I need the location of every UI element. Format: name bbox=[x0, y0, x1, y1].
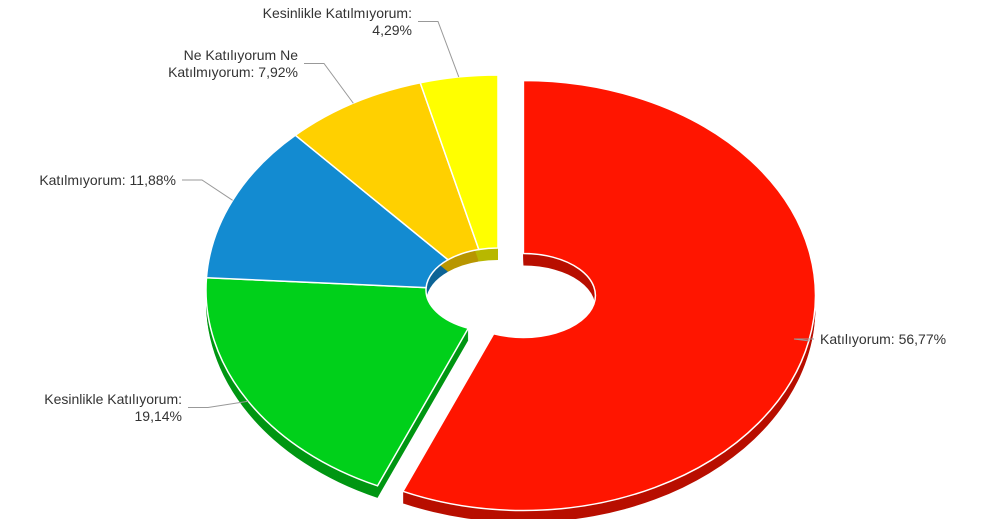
slice-label: Kesinlikle Katılmıyorum: 4,29% bbox=[263, 5, 412, 38]
slice-label-line: Kesinlikle Katılıyorum: bbox=[44, 391, 182, 407]
pie-slice-katılıyorum[interactable] bbox=[401, 79, 817, 512]
pie-slice-kesinlikle-katılmıyorum[interactable] bbox=[419, 74, 499, 251]
pie-slice-kesinlikle-katılıyorum[interactable] bbox=[205, 276, 470, 487]
slice-label-line: Katılmıyorum: 7,92% bbox=[168, 64, 298, 80]
slice-label-line: 19,14% bbox=[135, 408, 182, 424]
label-layer: Katılıyorum: 56,77% Kesinlikle Katılıyoru… bbox=[39, 5, 946, 424]
leader-line bbox=[304, 63, 354, 104]
slice-label-line: Kesinlikle Katılmıyorum: bbox=[263, 5, 412, 21]
slice-label: Katılmıyorum: 11,88% bbox=[39, 172, 176, 188]
slice-label: Kesinlikle Katılıyorum: 19,14% bbox=[44, 391, 182, 424]
slice-label: Katılıyorum: 56,77% bbox=[820, 331, 946, 347]
leader-line bbox=[418, 21, 460, 78]
slice-label-line: 4,29% bbox=[372, 22, 412, 38]
slice-label: Ne Katılıyorum Ne Katılmıyorum: 7,92% bbox=[168, 47, 298, 80]
pie-slice-ne-katılıyorum-ne-katılmıyorum[interactable] bbox=[294, 81, 480, 261]
slice-label-line: Katılmıyorum: 11,88% bbox=[39, 172, 176, 188]
leader-line bbox=[182, 179, 233, 201]
leader-line bbox=[188, 400, 249, 408]
pie-slice-katılmıyorum[interactable] bbox=[205, 134, 450, 289]
slice-label-line: Katılıyorum: 56,77% bbox=[820, 331, 946, 347]
slice-top-layer bbox=[205, 74, 817, 512]
leader-line bbox=[793, 338, 814, 342]
slice-label-line: Ne Katılıyorum Ne bbox=[184, 47, 299, 63]
